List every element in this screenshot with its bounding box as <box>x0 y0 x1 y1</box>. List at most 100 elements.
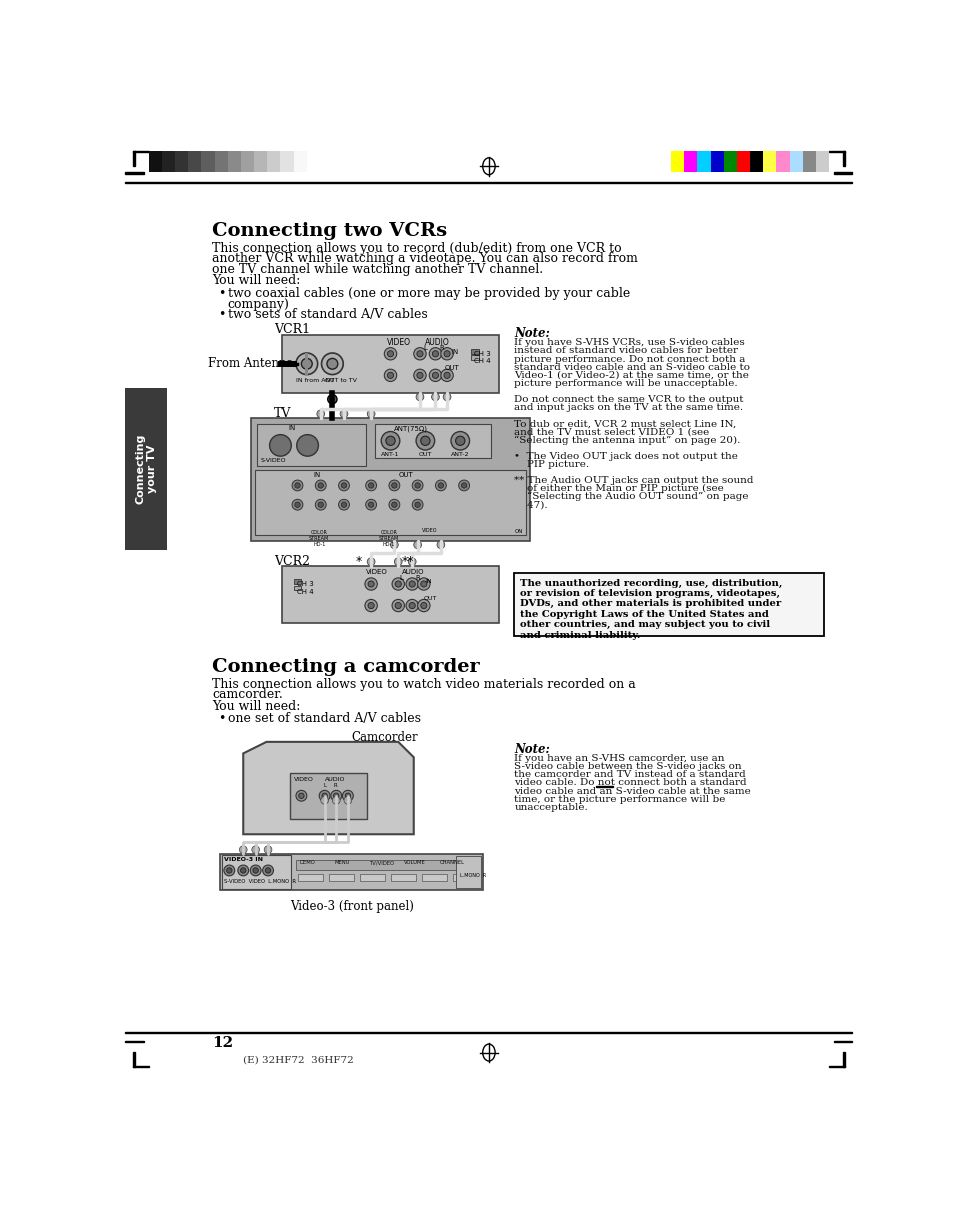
Text: (E) 32HF72  36HF72: (E) 32HF72 36HF72 <box>243 1055 354 1065</box>
Text: VIDEO: VIDEO <box>365 568 387 574</box>
Text: picture performance will be unacceptable.: picture performance will be unacceptable… <box>514 379 738 388</box>
Text: and input jacks on the TV at the same time.: and input jacks on the TV at the same ti… <box>514 403 742 412</box>
Circle shape <box>437 482 443 488</box>
Circle shape <box>321 794 327 798</box>
Text: You will need:: You will need: <box>212 275 300 287</box>
Circle shape <box>317 502 323 508</box>
Circle shape <box>296 434 318 456</box>
Circle shape <box>315 480 326 491</box>
Text: “Selecting the Audio OUT sound” on page: “Selecting the Audio OUT sound” on page <box>514 492 748 502</box>
Text: •: • <box>218 308 226 321</box>
Circle shape <box>416 351 422 357</box>
Circle shape <box>409 603 415 609</box>
Circle shape <box>331 790 341 801</box>
Circle shape <box>440 369 453 381</box>
Text: standard video cable and an S-video cable to: standard video cable and an S-video cabl… <box>514 363 750 371</box>
Circle shape <box>394 558 402 566</box>
Circle shape <box>420 603 427 609</box>
Text: If you have an S-VHS camcorder, use an: If you have an S-VHS camcorder, use an <box>514 754 724 763</box>
Text: S-video cable between the S-video jacks on: S-video cable between the S-video jacks … <box>514 762 741 772</box>
Text: COLOR
STREAM
HD-1: COLOR STREAM HD-1 <box>378 531 398 546</box>
Text: The unauthorized recording, use, distribution,
or revision of television program: The unauthorized recording, use, distrib… <box>519 579 781 639</box>
Bar <box>290 773 367 819</box>
Text: instead of standard video cables for better: instead of standard video cables for bet… <box>514 346 738 356</box>
Bar <box>295 860 474 871</box>
Circle shape <box>409 581 415 587</box>
Circle shape <box>431 393 439 400</box>
Text: video cable. Do not connect both a standard: video cable. Do not connect both a stand… <box>514 778 746 788</box>
Text: OUT: OUT <box>444 364 459 370</box>
Bar <box>241 151 253 171</box>
Text: Video-1 (or Video-2) at the same time, or the: Video-1 (or Video-2) at the same time, o… <box>514 370 749 380</box>
Text: Video-3 (front panel): Video-3 (front panel) <box>290 900 414 913</box>
Polygon shape <box>243 742 414 835</box>
Circle shape <box>417 578 430 590</box>
Circle shape <box>227 868 232 873</box>
Bar <box>201 151 214 171</box>
Circle shape <box>417 599 430 611</box>
Text: MENU: MENU <box>335 860 350 866</box>
Circle shape <box>368 603 374 609</box>
Circle shape <box>365 480 376 491</box>
Bar <box>329 873 354 882</box>
Bar <box>298 873 323 882</box>
Text: IN from ANT: IN from ANT <box>295 377 334 382</box>
Circle shape <box>443 373 450 379</box>
Circle shape <box>334 794 338 798</box>
Text: Note:: Note: <box>514 327 550 340</box>
Circle shape <box>340 410 348 417</box>
Circle shape <box>416 432 435 450</box>
Text: VIDEO: VIDEO <box>386 339 410 347</box>
Bar <box>422 873 447 882</box>
Text: AUDIO: AUDIO <box>402 568 424 574</box>
Bar <box>149 151 162 171</box>
Bar <box>391 873 416 882</box>
Circle shape <box>387 373 394 379</box>
Circle shape <box>389 480 399 491</box>
Bar <box>280 151 294 171</box>
Circle shape <box>294 482 300 488</box>
Text: Connecting a camcorder: Connecting a camcorder <box>212 658 479 675</box>
Circle shape <box>341 502 346 508</box>
Circle shape <box>416 393 423 400</box>
Circle shape <box>365 599 377 611</box>
Bar <box>162 151 174 171</box>
Circle shape <box>316 410 324 417</box>
Text: ANT-1: ANT-1 <box>381 451 399 457</box>
Text: •: • <box>218 713 226 725</box>
Bar <box>174 151 188 171</box>
Text: •  The Video OUT jack does not output the: • The Video OUT jack does not output the <box>514 451 738 461</box>
Text: •: • <box>218 287 226 300</box>
Text: company): company) <box>228 298 290 311</box>
Circle shape <box>389 499 399 510</box>
Text: another VCR while watching a videotape. You can also record from: another VCR while watching a videotape. … <box>212 252 638 265</box>
Circle shape <box>432 351 438 357</box>
Bar <box>828 1066 843 1067</box>
Circle shape <box>435 480 446 491</box>
Text: 12: 12 <box>212 1036 233 1050</box>
Circle shape <box>429 369 441 381</box>
Circle shape <box>390 540 397 549</box>
Text: time, or the picture performance will be: time, or the picture performance will be <box>514 795 725 803</box>
Bar <box>710 151 723 171</box>
Bar <box>776 151 789 171</box>
Circle shape <box>252 845 259 854</box>
Circle shape <box>239 845 247 854</box>
Bar <box>736 151 749 171</box>
Text: VCR2: VCR2 <box>274 555 310 568</box>
Circle shape <box>264 845 272 854</box>
Text: 47).: 47). <box>514 500 548 509</box>
Bar <box>360 873 385 882</box>
Circle shape <box>368 581 374 587</box>
Circle shape <box>341 482 346 488</box>
Text: S-VIDEO: S-VIDEO <box>261 458 287 463</box>
Circle shape <box>384 369 396 381</box>
Text: L.MONO  R: L.MONO R <box>459 873 486 878</box>
Circle shape <box>432 373 438 379</box>
Text: IN: IN <box>425 579 432 585</box>
Circle shape <box>414 347 426 359</box>
Text: This connection allows you to watch video materials recorded on a: This connection allows you to watch vide… <box>212 678 636 691</box>
Circle shape <box>270 434 291 456</box>
Text: From Antenna: From Antenna <box>208 357 294 370</box>
Bar <box>294 586 301 590</box>
